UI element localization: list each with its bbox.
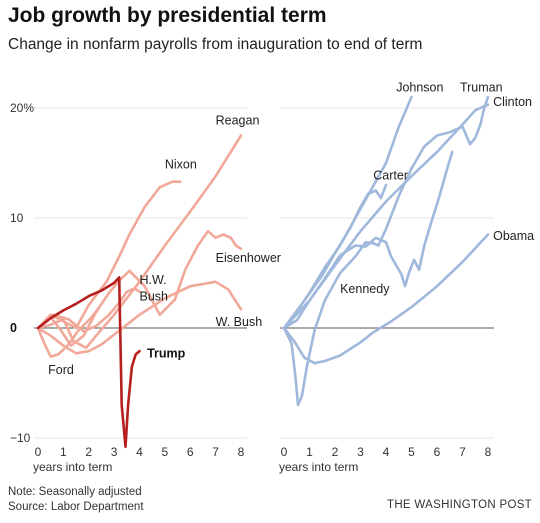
series-label-obama: Obama [493, 229, 534, 243]
y-tick-label: 10 [10, 211, 24, 225]
x-tick-label: 2 [85, 445, 92, 459]
x-tick-label: 1 [60, 445, 67, 459]
panel-democrat: 0 1 2 3 4 5 6 7 8 years into term Johnson TrumanCli… [279, 81, 534, 475]
x-tick-label: 6 [434, 445, 441, 459]
series-label-truman: Truman [460, 81, 503, 95]
x-tick-label: 4 [136, 445, 143, 459]
series-label-carter: Carter [373, 169, 408, 183]
x-tick-label: 8 [485, 445, 492, 459]
series-label-clinton: Clinton [493, 95, 532, 109]
chart-subtitle: Change in nonfarm payrolls from inaugura… [8, 36, 423, 53]
x-tick-label: 5 [408, 445, 415, 459]
y-tick-label: 0 [10, 321, 17, 335]
x-tick-label: 3 [111, 445, 118, 459]
x-tick-label: 8 [238, 445, 245, 459]
x-tick-label: 0 [35, 445, 42, 459]
y-tick-label: 20% [10, 101, 34, 115]
x-axis-label: years into term [33, 460, 112, 474]
publisher-credit: THE WASHINGTON POST [387, 499, 532, 511]
x-tick-label: 2 [332, 445, 339, 459]
source-note: Note: Seasonally adjusted Source: Labor … [8, 485, 144, 515]
series-label-ford: Ford [48, 363, 74, 377]
x-tick-label: 0 [281, 445, 288, 459]
x-tick-label: 5 [162, 445, 169, 459]
y-tick-label: −10 [10, 431, 31, 445]
x-tick-label: 7 [212, 445, 219, 459]
note-adjusted: Note: Seasonally adjusted [8, 486, 142, 498]
note-source: Source: Labor Department [8, 501, 144, 513]
series-line-eisenhower [36, 229, 243, 347]
series-line-carter [282, 183, 388, 330]
chart-title: Job growth by presidential term [8, 4, 327, 27]
series-label-h-w: H.W. [140, 273, 167, 287]
series-line-obama [282, 233, 490, 365]
panel-republican: 20% 10 0 −10 0 1 2 3 4 5 6 7 8 years into term Reagan N… [10, 101, 281, 474]
x-tick-label: 4 [383, 445, 390, 459]
series-line-w-bush [36, 280, 243, 355]
x-tick-label: 1 [306, 445, 313, 459]
x-axis-label: years into term [279, 460, 358, 474]
series-label-kennedy: Kennedy [340, 282, 390, 296]
series-line-truman [282, 95, 490, 407]
x-tick-label: 3 [357, 445, 364, 459]
series-label-johnson: Johnson [396, 81, 443, 95]
series-label-trump: Trump [147, 347, 186, 361]
series-line-ford [36, 306, 101, 358]
series-label-bush: Bush [140, 290, 169, 304]
series-label-w-bush: W. Bush [216, 315, 263, 329]
x-tick-label: 6 [187, 445, 194, 459]
series-line-h-w-bush [36, 287, 141, 333]
series-label-nixon: Nixon [165, 158, 197, 172]
series-label-reagan: Reagan [216, 114, 260, 128]
series-label-eisenhower: Eisenhower [216, 251, 281, 265]
series-line-kennedy [282, 150, 454, 330]
series-line-nixon [36, 180, 182, 330]
x-tick-label: 7 [459, 445, 466, 459]
series-line-trump [36, 276, 141, 449]
